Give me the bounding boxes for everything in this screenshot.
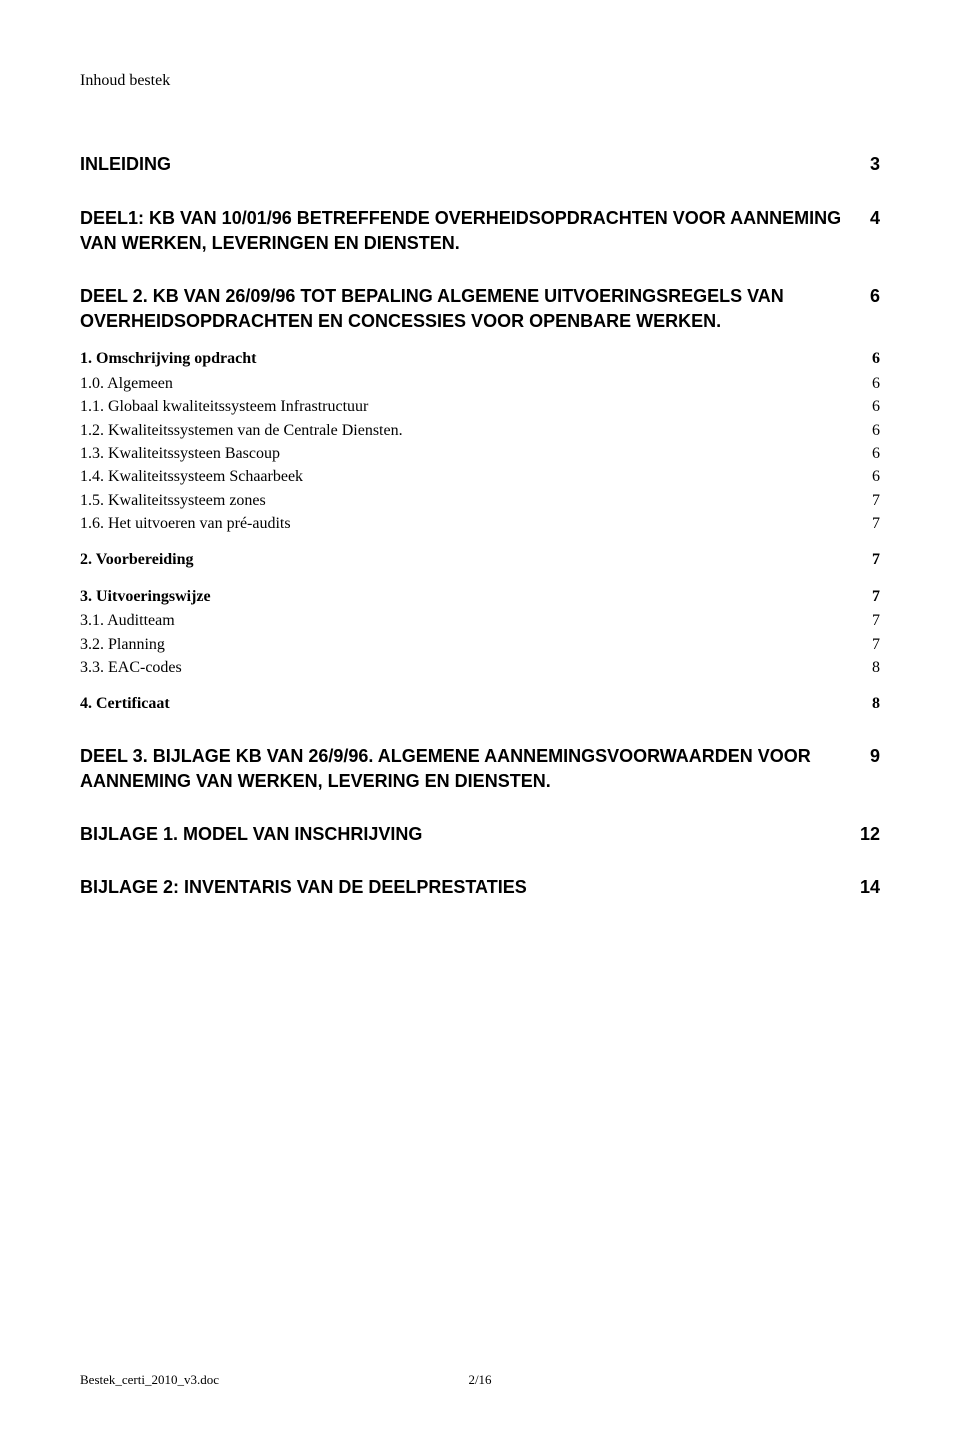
toc-page-number: 12: [860, 822, 880, 847]
toc-page-number: 7: [872, 513, 880, 535]
toc-page-number: 7: [872, 490, 880, 512]
toc-page-number: 6: [872, 443, 880, 465]
toc-row: DEEL1: KB VAN 10/01/96 BETREFFENDE OVERH…: [80, 206, 880, 256]
toc-label: 3.1. Auditteam: [80, 610, 872, 632]
toc-label: 1.2. Kwaliteitssystemen van de Centrale …: [80, 420, 872, 442]
footer-pagenum: 2/16: [468, 1371, 491, 1389]
toc-label: 1.0. Algemeen: [80, 373, 872, 395]
toc-label: BIJLAGE 2: INVENTARIS VAN DE DEELPRESTAT…: [80, 875, 860, 900]
toc-label: INLEIDING: [80, 152, 870, 177]
toc-row: 3.3. EAC-codes8: [80, 657, 880, 679]
toc-row: 1. Omschrijving opdracht6: [80, 348, 880, 370]
toc-page-number: 6: [872, 466, 880, 488]
toc-page-number: 4: [870, 206, 880, 256]
toc-row: 1.6. Het uitvoeren van pré-audits7: [80, 513, 880, 535]
toc-label: DEEL1: KB VAN 10/01/96 BETREFFENDE OVERH…: [80, 206, 870, 256]
toc-label: 1.1. Globaal kwaliteitssysteem Infrastru…: [80, 396, 872, 418]
toc-page-number: 9: [870, 744, 880, 794]
footer-filename: Bestek_certi_2010_v3.doc: [80, 1371, 219, 1389]
toc-page-number: 6: [870, 284, 880, 334]
toc-page-number: 3: [870, 152, 880, 177]
toc-page-number: 7: [872, 610, 880, 632]
toc-row: BIJLAGE 1. MODEL VAN INSCHRIJVING12: [80, 822, 880, 847]
toc-label: 1.3. Kwaliteitssysteen Bascoup: [80, 443, 872, 465]
toc-row: 4. Certificaat8: [80, 693, 880, 715]
toc-row: DEEL 2. KB VAN 26/09/96 TOT BEPALING ALG…: [80, 284, 880, 334]
toc-page-number: 8: [872, 693, 880, 715]
toc-label: 1.5. Kwaliteitssysteem zones: [80, 490, 872, 512]
toc-row: 1.5. Kwaliteitssysteem zones7: [80, 490, 880, 512]
toc-label: 1.6. Het uitvoeren van pré-audits: [80, 513, 872, 535]
toc-row: 1.1. Globaal kwaliteitssysteem Infrastru…: [80, 396, 880, 418]
toc-page-number: 14: [860, 875, 880, 900]
toc-label: 1.4. Kwaliteitssysteem Schaarbeek: [80, 466, 872, 488]
toc-label: DEEL 2. KB VAN 26/09/96 TOT BEPALING ALG…: [80, 284, 870, 334]
table-of-contents: INLEIDING3 DEEL1: KB VAN 10/01/96 BETREFF…: [80, 152, 880, 900]
toc-label: BIJLAGE 1. MODEL VAN INSCHRIJVING: [80, 822, 860, 847]
toc-row: INLEIDING3: [80, 152, 880, 177]
toc-row: 1.4. Kwaliteitssysteem Schaarbeek6: [80, 466, 880, 488]
toc-page-number: 6: [872, 396, 880, 418]
document-header: Inhoud bestek: [80, 70, 880, 92]
toc-row: BIJLAGE 2: INVENTARIS VAN DE DEELPRESTAT…: [80, 875, 880, 900]
toc-page-number: 7: [872, 549, 880, 571]
toc-page-number: 6: [872, 348, 880, 370]
toc-label: 4. Certificaat: [80, 693, 872, 715]
toc-row: 2. Voorbereiding7: [80, 549, 880, 571]
toc-label: 2. Voorbereiding: [80, 549, 872, 571]
toc-page-number: 7: [872, 634, 880, 656]
toc-label: 1. Omschrijving opdracht: [80, 348, 872, 370]
toc-page-number: 6: [872, 420, 880, 442]
toc-row: 1.3. Kwaliteitssysteen Bascoup6: [80, 443, 880, 465]
toc-label: DEEL 3. BIJLAGE KB VAN 26/9/96. ALGEMENE…: [80, 744, 870, 794]
toc-page-number: 8: [872, 657, 880, 679]
toc-row: 3.1. Auditteam7: [80, 610, 880, 632]
toc-label: 3.2. Planning: [80, 634, 872, 656]
toc-page-number: 7: [872, 586, 880, 608]
toc-row: 3. Uitvoeringswijze7: [80, 586, 880, 608]
toc-row: 3.2. Planning7: [80, 634, 880, 656]
toc-row: 1.2. Kwaliteitssystemen van de Centrale …: [80, 420, 880, 442]
toc-label: 3.3. EAC-codes: [80, 657, 872, 679]
toc-row: DEEL 3. BIJLAGE KB VAN 26/9/96. ALGEMENE…: [80, 744, 880, 794]
toc-row: 1.0. Algemeen6: [80, 373, 880, 395]
toc-page-number: 6: [872, 373, 880, 395]
toc-label: 3. Uitvoeringswijze: [80, 586, 872, 608]
